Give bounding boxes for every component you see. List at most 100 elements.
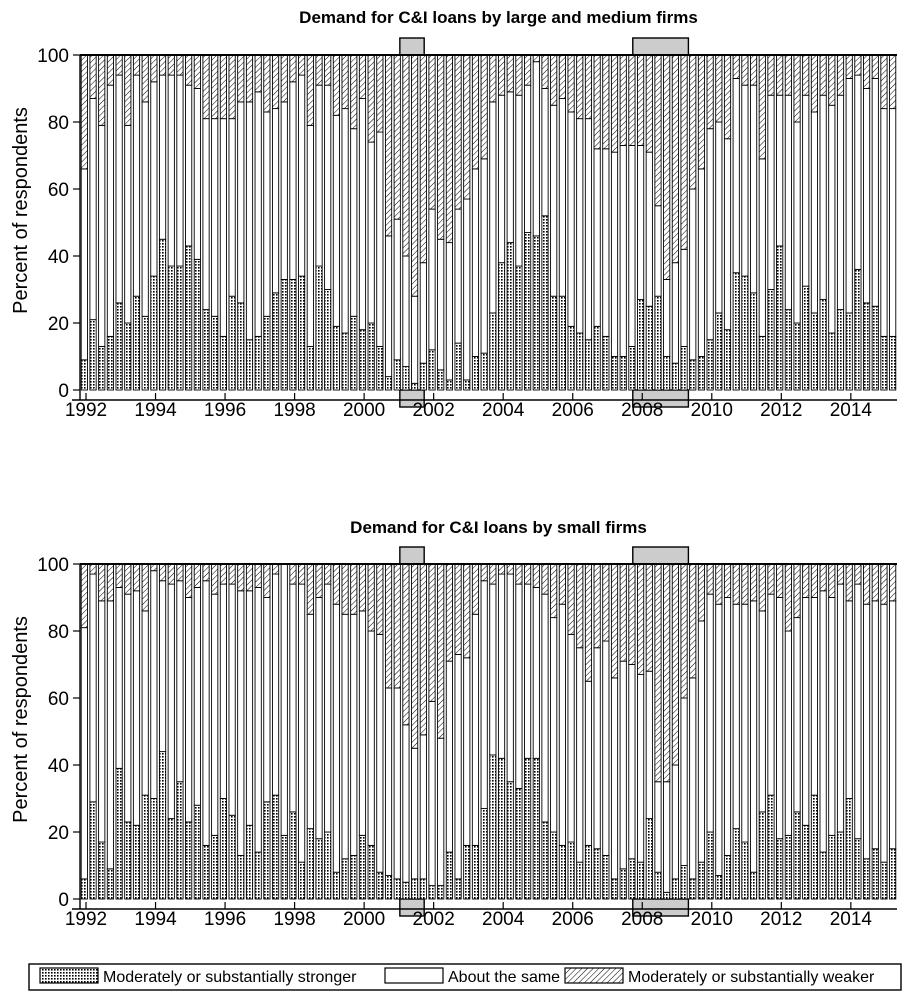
- bar-segment: [889, 335, 897, 391]
- bar-segment: [863, 563, 871, 605]
- bar-segment: [411, 54, 419, 297]
- bar-segment: [471, 356, 480, 391]
- x-tick-label: 1992: [65, 909, 107, 930]
- bar-segment: [558, 295, 566, 391]
- bar-segment: [332, 871, 340, 900]
- bar-segment: [454, 654, 462, 880]
- bar-segment: [393, 359, 401, 391]
- bar-segment: [889, 108, 897, 337]
- bar-segment: [324, 289, 332, 391]
- bar-segment: [445, 54, 453, 244]
- bar-segment: [150, 563, 158, 572]
- bar-segment: [150, 275, 158, 391]
- bar-segment: [619, 868, 627, 900]
- bar-segment: [593, 148, 601, 327]
- bar-segment: [254, 587, 262, 853]
- bar-segment: [350, 613, 358, 856]
- bar-segment: [141, 101, 149, 317]
- bar-segment: [671, 878, 679, 900]
- bar-segment: [228, 563, 236, 585]
- x-tick-label: 1998: [273, 400, 315, 421]
- bar-segment: [402, 563, 410, 726]
- bar-segment: [550, 617, 558, 833]
- bar-segment: [445, 379, 453, 391]
- bar-segment: [776, 54, 784, 96]
- bar-segment: [367, 630, 375, 846]
- bar-segment: [280, 834, 288, 900]
- y-tick-label: 20: [48, 314, 69, 335]
- bar-segment: [132, 74, 141, 297]
- bar-segment: [680, 563, 688, 699]
- bar-segment: [715, 121, 723, 314]
- bar-segment: [132, 824, 141, 900]
- bar-segment: [419, 563, 427, 736]
- bar-segment: [889, 54, 897, 110]
- bar-segment: [437, 737, 445, 887]
- bar-segment: [445, 242, 453, 381]
- bar-segment: [845, 798, 853, 900]
- bar-segment: [750, 292, 758, 391]
- bar-segment: [132, 563, 141, 592]
- bar-segment: [706, 831, 714, 900]
- bar-segment: [880, 563, 888, 605]
- bar-segment: [497, 757, 506, 900]
- bar-segment: [298, 563, 306, 585]
- bar-segment: [454, 342, 462, 391]
- bar-segment: [98, 124, 106, 347]
- bar-segment: [723, 597, 732, 856]
- y-tick-label: 40: [48, 756, 69, 777]
- bar-segment: [454, 878, 462, 900]
- bar-segment: [610, 677, 619, 880]
- bar-segment: [680, 697, 688, 866]
- bar-segment: [341, 108, 349, 334]
- bar-segment: [228, 814, 236, 900]
- bar-segment: [115, 54, 123, 76]
- chart-panel-2: Demand for C&I loans by small firms Perce…: [10, 518, 897, 930]
- bar-segment: [350, 128, 358, 317]
- bar-segment: [289, 81, 297, 280]
- bar-segment: [289, 583, 297, 813]
- bar-segment: [419, 734, 427, 880]
- legend-label: About the same: [448, 969, 560, 986]
- bar-segment: [280, 563, 288, 836]
- bar-segment: [463, 844, 471, 900]
- bar-segment: [628, 858, 636, 900]
- bar-segment: [428, 349, 436, 391]
- x-tick-label: 2006: [552, 400, 594, 421]
- bar-segment: [784, 630, 792, 836]
- bar-segment: [828, 597, 836, 836]
- bar-segment: [98, 346, 106, 391]
- bars: [80, 563, 897, 900]
- bar-segment: [689, 54, 697, 190]
- bar-segment: [706, 54, 714, 130]
- bar-segment: [732, 54, 740, 79]
- bar-segment: [541, 563, 549, 595]
- bar-segment: [550, 54, 558, 106]
- bar-segment: [871, 305, 879, 391]
- bar-segment: [784, 94, 792, 311]
- bar-segment: [419, 362, 427, 391]
- bar-segment: [524, 757, 532, 900]
- bar-segment: [298, 54, 306, 76]
- bar-segment: [106, 868, 115, 900]
- bar-segment: [880, 861, 888, 900]
- bar-segment: [750, 563, 758, 602]
- bar-segment: [863, 302, 871, 391]
- bar-segment: [480, 563, 488, 582]
- bar-segment: [141, 794, 149, 900]
- bar-segment: [889, 848, 897, 900]
- bar-segment: [776, 94, 784, 247]
- bar-segment: [567, 54, 575, 113]
- bar-segment: [384, 687, 393, 877]
- bar-segment: [358, 563, 367, 612]
- bar-segment: [193, 563, 201, 588]
- bar-segment: [463, 563, 471, 659]
- bar-segment: [567, 325, 575, 391]
- bar-segment: [324, 583, 332, 833]
- bar-segment: [419, 878, 427, 900]
- bar-segment: [602, 148, 610, 337]
- bar-segment: [245, 54, 254, 103]
- bar-segment: [219, 54, 227, 120]
- bar-segment: [776, 838, 784, 900]
